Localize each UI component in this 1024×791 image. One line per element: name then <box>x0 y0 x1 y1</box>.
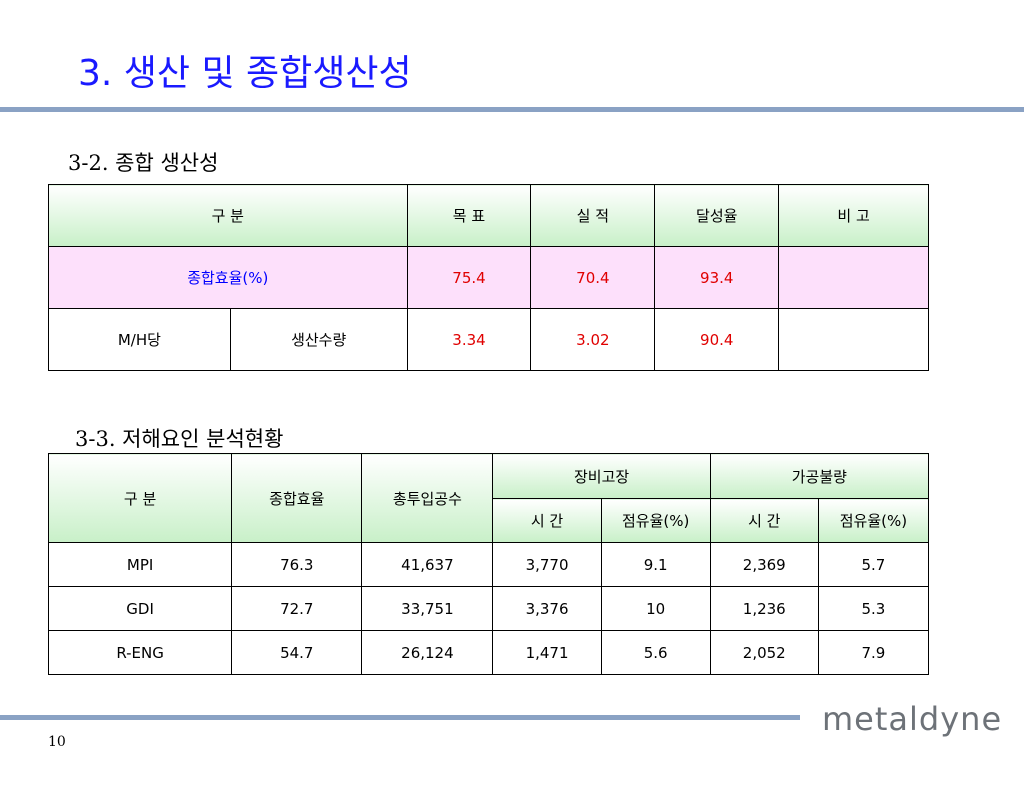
efficiency-cell: 72.7 <box>231 586 363 631</box>
note-cell <box>778 308 929 371</box>
header-total-man-hours: 총투입공수 <box>361 453 494 543</box>
header-defect-time: 시 간 <box>709 498 819 543</box>
efficiency-cell: 54.7 <box>231 630 363 675</box>
overall-productivity-table: 구 분 목 표 실 적 달성율 비 고 종합효율(%) 75.4 70.4 93… <box>48 184 929 371</box>
header-equipment-breakdown: 장비고장 <box>492 453 711 499</box>
actual-value: 3.02 <box>530 308 656 371</box>
man-hours-cell: 41,637 <box>361 542 494 587</box>
slide-title: 3. 생산 및 종합생산성 <box>78 53 412 94</box>
loss-factor-table: 구 분 종합효율 총투입공수 장비고장 가공불량 시 간 점유율(%) 시 간 … <box>47 453 930 675</box>
top-divider <box>0 107 1024 112</box>
header-achievement-rate: 달성율 <box>654 184 780 247</box>
table-row: M/H당 생산수량 3.34 3.02 90.4 <box>48 308 929 371</box>
defect-time-cell: 1,236 <box>709 586 819 631</box>
row-label: GDI <box>47 586 233 631</box>
breakdown-share-cell: 10 <box>600 586 711 631</box>
row-label: R-ENG <box>47 630 233 675</box>
goal-value: 3.34 <box>406 308 532 371</box>
man-hours-cell: 33,751 <box>361 586 494 631</box>
header-actual: 실 적 <box>530 184 656 247</box>
page-number: 10 <box>48 734 66 750</box>
goal-value: 75.4 <box>406 246 532 309</box>
table-subheader-row: 시 간 점유율(%) 시 간 점유율(%) <box>49 498 930 543</box>
defect-share-cell: 7.9 <box>817 630 930 675</box>
rate-value: 90.4 <box>654 308 780 371</box>
note-cell <box>778 246 929 309</box>
row-sublabel: 생산수량 <box>229 308 408 371</box>
defect-time-cell: 2,369 <box>709 542 819 587</box>
breakdown-share-cell: 5.6 <box>600 630 711 675</box>
section-heading-overall-productivity: 3-2. 종합 생산성 <box>68 151 219 175</box>
header-overall-efficiency: 종합효율 <box>231 453 363 543</box>
row-label: 종합효율(%) <box>48 246 408 309</box>
header-machining-defect: 가공불량 <box>709 453 930 499</box>
rate-value: 93.4 <box>654 246 780 309</box>
header-breakdown-time: 시 간 <box>492 498 602 543</box>
header-breakdown-share: 점유율(%) <box>600 498 711 543</box>
breakdown-time-cell: 1,471 <box>492 630 602 675</box>
company-logo: metaldyne <box>822 700 1003 738</box>
table-header-row: 구 분 목 표 실 적 달성율 비 고 <box>48 184 929 247</box>
table-header-row: 구 분 종합효율 총투입공수 장비고장 가공불량 <box>47 453 930 543</box>
breakdown-time-cell: 3,770 <box>492 542 602 587</box>
row-label: M/H당 <box>48 308 231 371</box>
efficiency-cell: 76.3 <box>231 542 363 587</box>
row-label: MPI <box>47 542 233 587</box>
breakdown-share-cell: 9.1 <box>600 542 711 587</box>
table-row: R-ENG 54.7 26,124 1,471 5.6 2,052 7.9 <box>47 630 930 675</box>
bottom-divider <box>0 715 800 720</box>
table-row: GDI 72.7 33,751 3,376 10 1,236 5.3 <box>47 586 930 631</box>
table-row: MPI 76.3 41,637 3,770 9.1 2,369 5.7 <box>47 542 930 587</box>
header-note: 비 고 <box>778 184 929 247</box>
header-category: 구 분 <box>48 184 408 247</box>
man-hours-cell: 26,124 <box>361 630 494 675</box>
header-category: 구 분 <box>47 453 233 543</box>
defect-share-cell: 5.7 <box>817 542 930 587</box>
header-goal: 목 표 <box>406 184 532 247</box>
actual-value: 70.4 <box>530 246 656 309</box>
breakdown-time-cell: 3,376 <box>492 586 602 631</box>
section-heading-loss-factor-analysis: 3-3. 저해요인 분석현황 <box>75 427 284 451</box>
defect-time-cell: 2,052 <box>709 630 819 675</box>
defect-share-cell: 5.3 <box>817 586 930 631</box>
table-row: 종합효율(%) 75.4 70.4 93.4 <box>48 246 929 309</box>
header-defect-share: 점유율(%) <box>817 498 930 543</box>
